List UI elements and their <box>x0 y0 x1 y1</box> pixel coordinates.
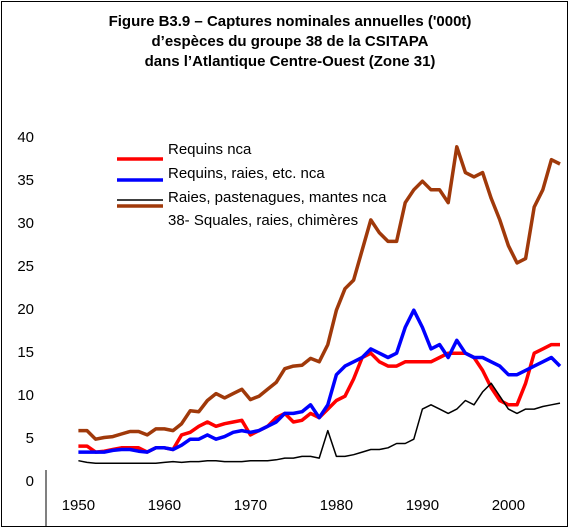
series-line <box>78 308 562 454</box>
y-tick-label: 30 <box>17 215 34 232</box>
y-tick-label: 0 <box>26 473 34 490</box>
x-tick-label: 1960 <box>148 497 181 514</box>
x-tick-label: 1970 <box>234 497 267 514</box>
series-line <box>78 382 561 465</box>
legend-label: Raies, pastenagues, mantes nca <box>168 189 387 206</box>
chart-title: dans l’Atlantique Centre-Ouest (Zone 31) <box>145 53 436 70</box>
y-tick-label: 10 <box>17 387 34 404</box>
y-tick-label: 35 <box>17 172 34 189</box>
x-tick-label: 2000 <box>492 497 525 514</box>
y-tick-label: 20 <box>17 301 34 318</box>
legend-label: 38- Squales, raies, chimères <box>168 212 358 229</box>
y-tick-label: 25 <box>17 258 34 275</box>
y-tick-label: 40 <box>17 129 34 146</box>
y-tick-label: 5 <box>26 430 34 447</box>
y-tick-label: 15 <box>17 344 34 361</box>
x-tick-label: 1980 <box>320 497 353 514</box>
series-line <box>78 145 561 441</box>
legend-label: Requins, raies, etc. nca <box>168 165 325 182</box>
x-tick-label: 1990 <box>406 497 439 514</box>
chart-title: Figure B3.9 – Captures nominales annuell… <box>109 13 472 30</box>
chart-title: d’espèces du groupe 38 de la CSITAPA <box>151 33 428 50</box>
legend-label: Requins nca <box>168 141 252 158</box>
x-tick-label: 1950 <box>62 497 95 514</box>
